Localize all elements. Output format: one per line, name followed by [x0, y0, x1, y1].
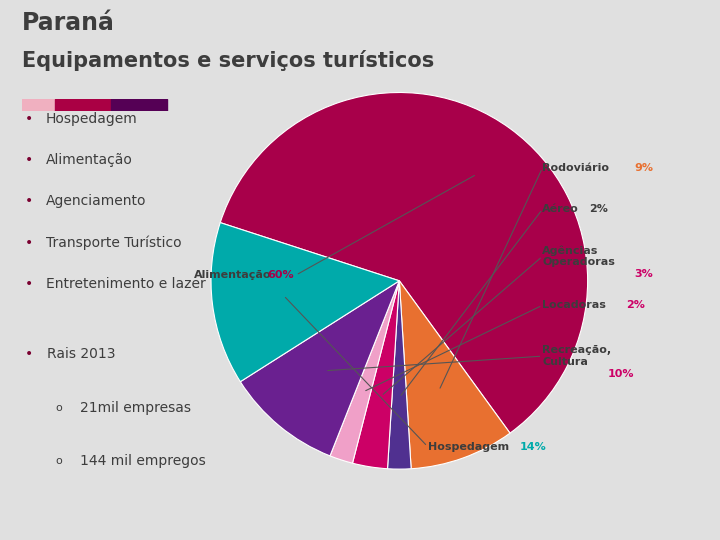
Bar — [22, 99, 55, 111]
Bar — [111, 99, 167, 111]
Wedge shape — [400, 281, 510, 469]
Text: 3%: 3% — [635, 269, 654, 279]
Text: Transporte Turístico: Transporte Turístico — [45, 235, 181, 250]
Text: Rais 2013: Rais 2013 — [48, 347, 116, 361]
Text: Entretenimento e lazer: Entretenimento e lazer — [45, 277, 205, 291]
Text: •: • — [24, 194, 33, 208]
Text: •: • — [25, 347, 34, 361]
Wedge shape — [220, 92, 588, 433]
Text: Aéreo: Aéreo — [542, 204, 579, 214]
Bar — [55, 99, 111, 111]
Wedge shape — [211, 222, 400, 382]
Text: •: • — [24, 277, 33, 291]
Text: 60%: 60% — [268, 270, 294, 280]
Wedge shape — [240, 281, 400, 456]
Wedge shape — [387, 281, 411, 469]
Text: 14%: 14% — [520, 442, 546, 451]
Text: Agências
Operadoras: Agências Operadoras — [542, 245, 616, 267]
Text: Alimentação: Alimentação — [45, 153, 132, 167]
Text: Agenciamento: Agenciamento — [45, 194, 146, 208]
Text: Alimentação: Alimentação — [194, 270, 271, 280]
Text: •: • — [24, 153, 33, 167]
Text: 21mil empresas: 21mil empresas — [80, 401, 191, 415]
Text: Recreação,
Cultura: Recreação, Cultura — [542, 345, 611, 367]
Text: 2%: 2% — [626, 300, 644, 310]
Text: 2%: 2% — [590, 204, 608, 214]
Text: Equipamentos e serviços turísticos: Equipamentos e serviços turísticos — [22, 50, 434, 71]
Text: •: • — [24, 236, 33, 249]
Text: o: o — [55, 456, 62, 466]
Text: Hospedagem: Hospedagem — [45, 112, 138, 126]
Text: 144 mil empregos: 144 mil empregos — [80, 454, 206, 468]
Wedge shape — [330, 281, 400, 463]
Text: Rodoviário: Rodoviário — [542, 163, 609, 173]
Text: Hospedagem: Hospedagem — [428, 442, 509, 451]
Text: 9%: 9% — [635, 163, 654, 173]
Text: o: o — [55, 403, 62, 413]
Text: Paraná: Paraná — [22, 11, 114, 35]
Wedge shape — [353, 281, 400, 469]
Text: 10%: 10% — [608, 369, 634, 379]
Text: •: • — [24, 112, 33, 126]
Text: Locadoras: Locadoras — [542, 300, 606, 310]
